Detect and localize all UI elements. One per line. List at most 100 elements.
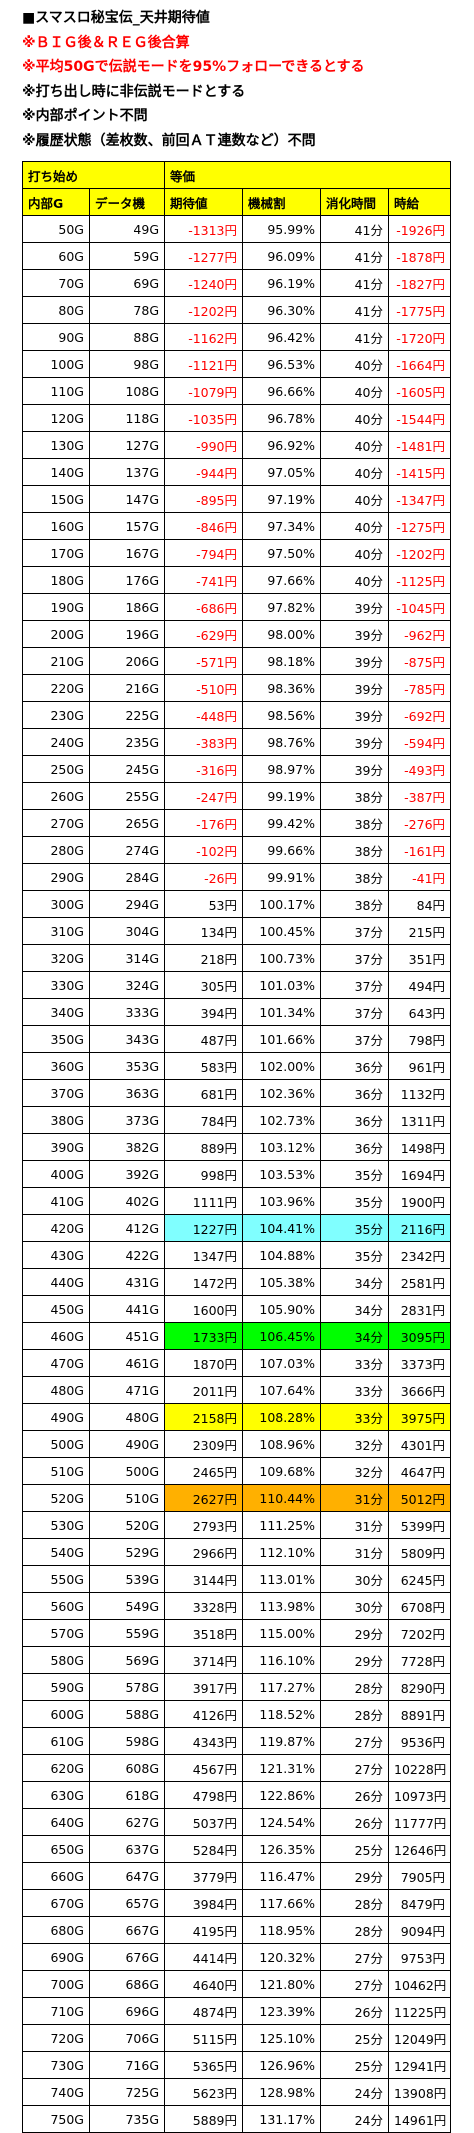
expected-value-cell: 784円 <box>164 1106 244 1134</box>
col-hourly-wage: 時給 <box>388 188 452 216</box>
play-time-cell: 28分 <box>320 1700 390 1728</box>
play-time-cell: 40分 <box>320 566 390 594</box>
data-machine-cell: 510G <box>88 1484 166 1512</box>
hourly-wage-cell: 4647円 <box>388 1457 452 1485</box>
internal-g-cell: 100G <box>22 350 90 378</box>
play-time-cell: 37分 <box>320 971 390 999</box>
table-row: 440G 431G 1472円 105.38% 34分 2581円 <box>22 1268 452 1296</box>
table-row: 720G 706G 5115円 125.10% 25分 12049円 <box>22 2024 452 2052</box>
table-row: 190G 186G -686円 97.82% 39分 -1045円 <box>22 593 452 621</box>
table-row: 410G 402G 1111円 103.96% 35分 1900円 <box>22 1187 452 1215</box>
play-time-cell: 37分 <box>320 917 390 945</box>
play-time-cell: 28分 <box>320 1673 390 1701</box>
internal-g-cell: 700G <box>22 1970 90 1998</box>
play-time-cell: 25分 <box>320 2051 390 2079</box>
table-row: 530G 520G 2793円 111.25% 31分 5399円 <box>22 1511 452 1539</box>
play-time-cell: 24分 <box>320 2078 390 2106</box>
expected-value-cell: 3144円 <box>164 1565 244 1593</box>
table-row: 140G 137G -944円 97.05% 40分 -1415円 <box>22 458 452 486</box>
expected-value-cell: 4874円 <box>164 1997 244 2025</box>
data-machine-cell: 569G <box>88 1646 166 1674</box>
table-row: 510G 500G 2465円 109.68% 32分 4647円 <box>22 1457 452 1485</box>
hourly-wage-cell: 11225円 <box>388 1997 452 2025</box>
payout-rate-cell: 120.32% <box>242 1943 322 1971</box>
play-time-cell: 28分 <box>320 1889 390 1917</box>
payout-rate-cell: 117.66% <box>242 1889 322 1917</box>
expected-value-cell: -794円 <box>164 539 244 567</box>
play-time-cell: 33分 <box>320 1403 390 1431</box>
payout-rate-cell: 104.41% <box>242 1214 322 1242</box>
internal-g-cell: 430G <box>22 1241 90 1269</box>
expected-value-cell: 2011円 <box>164 1376 244 1404</box>
hourly-wage-cell: 8891円 <box>388 1700 452 1728</box>
payout-rate-cell: 117.27% <box>242 1673 322 1701</box>
note-line: ※履歴状態（差枚数、前回ＡＴ連数など）不問 <box>22 132 316 149</box>
table-row: 340G 333G 394円 101.34% 37分 643円 <box>22 998 452 1026</box>
table-row: 280G 274G -102円 99.66% 38分 -161円 <box>22 836 452 864</box>
table-row: 350G 343G 487円 101.66% 37分 798円 <box>22 1025 452 1053</box>
col-payout-rate: 機械割 <box>242 188 322 216</box>
table-row: 260G 255G -247円 99.19% 38分 -387円 <box>22 782 452 810</box>
play-time-cell: 40分 <box>320 350 390 378</box>
internal-g-cell: 380G <box>22 1106 90 1134</box>
play-time-cell: 34分 <box>320 1295 390 1323</box>
play-time-cell: 29分 <box>320 1646 390 1674</box>
internal-g-cell: 370G <box>22 1079 90 1107</box>
expected-value-cell: 4798円 <box>164 1781 244 1809</box>
expected-value-table: 打ち始め 等価 内部G データ機 期待値 機械割 消化時間 時給 50G 49G -… <box>21 161 452 2133</box>
payout-rate-cell: 98.56% <box>242 701 322 729</box>
payout-rate-cell: 103.96% <box>242 1187 322 1215</box>
hourly-wage-cell: 10973円 <box>388 1781 452 1809</box>
internal-g-cell: 190G <box>22 593 90 621</box>
hourly-wage-cell: 84円 <box>388 890 452 918</box>
internal-g-cell: 440G <box>22 1268 90 1296</box>
hourly-wage-cell: 643円 <box>388 998 452 1026</box>
payout-rate-cell: 101.03% <box>242 971 322 999</box>
expected-value-cell: 2627円 <box>164 1484 244 1512</box>
expected-value-cell: 4567円 <box>164 1754 244 1782</box>
expected-value-cell: 5623円 <box>164 2078 244 2106</box>
table-row: 520G 510G 2627円 110.44% 31分 5012円 <box>22 1484 452 1512</box>
table-top-header-row: 打ち始め 等価 <box>21 161 452 189</box>
play-time-cell: 33分 <box>320 1376 390 1404</box>
data-machine-cell: 461G <box>88 1349 166 1377</box>
internal-g-cell: 540G <box>22 1538 90 1566</box>
data-machine-cell: 98G <box>88 350 166 378</box>
play-time-cell: 40分 <box>320 458 390 486</box>
data-machine-cell: 716G <box>88 2051 166 2079</box>
data-machine-cell: 314G <box>88 944 166 972</box>
data-machine-cell: 627G <box>88 1808 166 1836</box>
expected-value-cell: 218円 <box>164 944 244 972</box>
payout-rate-cell: 103.12% <box>242 1133 322 1161</box>
data-machine-cell: 176G <box>88 566 166 594</box>
data-machine-cell: 294G <box>88 890 166 918</box>
table-row: 290G 284G -26円 99.91% 38分 -41円 <box>22 863 452 891</box>
payout-rate-cell: 99.19% <box>242 782 322 810</box>
expected-value-cell: 3984円 <box>164 1889 244 1917</box>
hourly-wage-cell: 6708円 <box>388 1592 452 1620</box>
expected-value-cell: 583円 <box>164 1052 244 1080</box>
play-time-cell: 41分 <box>320 269 390 297</box>
internal-g-cell: 310G <box>22 917 90 945</box>
data-machine-cell: 725G <box>88 2078 166 2106</box>
col-expected-value: 期待値 <box>164 188 244 216</box>
expected-value-cell: 889円 <box>164 1133 244 1161</box>
payout-rate-cell: 109.68% <box>242 1457 322 1485</box>
table-row: 600G 588G 4126円 118.52% 28分 8891円 <box>22 1700 452 1728</box>
data-machine-cell: 69G <box>88 269 166 297</box>
internal-g-cell: 610G <box>22 1727 90 1755</box>
internal-g-cell: 50G <box>22 215 90 243</box>
table-row: 560G 549G 3328円 113.98% 30分 6708円 <box>22 1592 452 1620</box>
table-row: 690G 676G 4414円 120.32% 27分 9753円 <box>22 1943 452 1971</box>
internal-g-cell: 590G <box>22 1673 90 1701</box>
data-machine-cell: 167G <box>88 539 166 567</box>
data-machine-cell: 206G <box>88 647 166 675</box>
payout-rate-cell: 97.05% <box>242 458 322 486</box>
play-time-cell: 41分 <box>320 242 390 270</box>
play-time-cell: 37分 <box>320 1025 390 1053</box>
internal-g-cell: 410G <box>22 1187 90 1215</box>
expected-value-cell: 3518円 <box>164 1619 244 1647</box>
play-time-cell: 30分 <box>320 1565 390 1593</box>
internal-g-cell: 740G <box>22 2078 90 2106</box>
hourly-wage-cell: -1347円 <box>388 485 452 513</box>
